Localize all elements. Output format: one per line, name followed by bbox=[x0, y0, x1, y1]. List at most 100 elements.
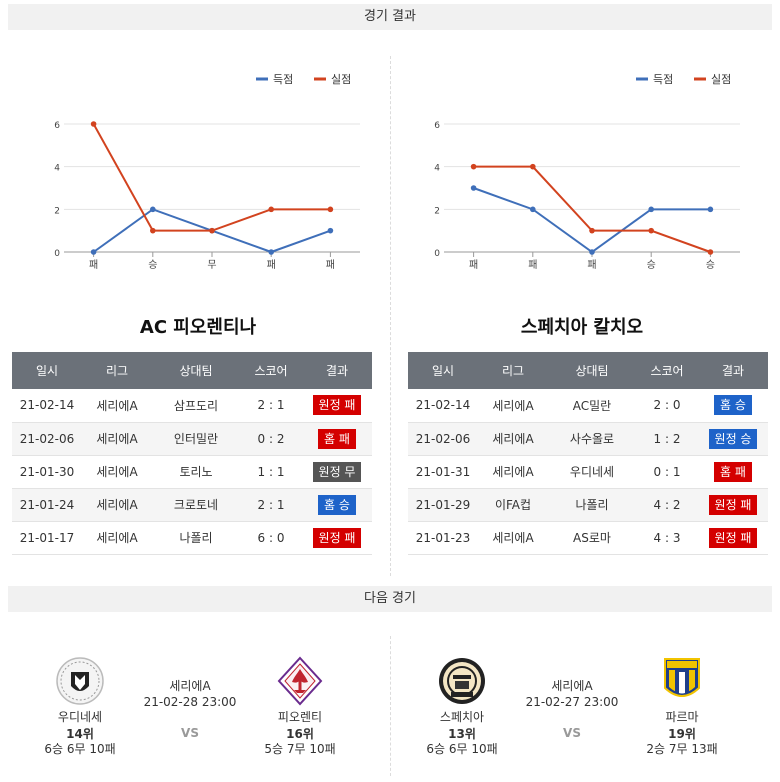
data-point bbox=[268, 249, 274, 255]
table-row: 21-02-06 세리에A 사수올로 1 : 2 원정 승 bbox=[408, 422, 768, 456]
col-score: 스코어 bbox=[240, 352, 302, 389]
result-opponent: 크로토네 bbox=[152, 488, 240, 522]
data-point bbox=[530, 163, 536, 170]
x-tick-label: 승 bbox=[647, 259, 656, 271]
data-point bbox=[648, 227, 654, 234]
data-point bbox=[589, 249, 595, 255]
result-league: 세리에A bbox=[82, 422, 152, 456]
result-score: 2 : 0 bbox=[636, 389, 698, 423]
match-league: 세리에A bbox=[169, 679, 211, 693]
result-opponent: 우디네세 bbox=[548, 455, 636, 489]
x-tick-label: 패 bbox=[469, 259, 478, 271]
data-point bbox=[150, 227, 156, 234]
y-tick-label: 2 bbox=[54, 206, 60, 216]
away-team[interactable]: 파르마 19위 2승 7무 13패 bbox=[622, 650, 742, 757]
table-row: 21-02-14 세리에A AC밀란 2 : 0 홈 승 bbox=[408, 389, 768, 423]
next-match-section-title: 다음 경기 bbox=[8, 586, 772, 612]
home-team-name: 스페치아 bbox=[439, 710, 485, 724]
data-point bbox=[150, 206, 156, 213]
result-score: 4 : 3 bbox=[636, 521, 698, 555]
result-league: 세리에A bbox=[82, 521, 152, 555]
away-team-rank: 19위 bbox=[668, 727, 696, 741]
y-tick-label: 2 bbox=[434, 206, 440, 216]
result-cell: 원정 승 bbox=[698, 422, 768, 456]
data-point bbox=[90, 121, 97, 127]
result-date: 21-01-31 bbox=[408, 455, 478, 489]
match-league: 세리에A bbox=[551, 679, 593, 693]
match-info: 세리에A 21-02-27 23:00 VS bbox=[512, 678, 632, 740]
result-score: 6 : 0 bbox=[240, 521, 302, 555]
table-row: 21-02-14 세리에A 삼프도리 2 : 1 원정 패 bbox=[12, 389, 372, 423]
vs-label: VS bbox=[181, 726, 199, 740]
results-section-title: 경기 결과 bbox=[8, 4, 772, 30]
data-point bbox=[470, 163, 477, 170]
result-badge: 원정 승 bbox=[708, 428, 758, 449]
table-row: 21-01-29 이FA컵 나폴리 4 : 2 원정 패 bbox=[408, 488, 768, 522]
result-badge: 원정 패 bbox=[312, 527, 362, 548]
result-league: 세리에A bbox=[478, 455, 548, 489]
result-cell: 홈 패 bbox=[698, 455, 768, 489]
col-result: 결과 bbox=[698, 352, 768, 389]
fiorentina-logo-icon bbox=[277, 656, 323, 706]
result-league: 세리에A bbox=[478, 389, 548, 423]
y-tick-label: 4 bbox=[54, 164, 60, 174]
result-badge: 원정 무 bbox=[312, 461, 362, 482]
data-point bbox=[589, 227, 595, 234]
home-team-record: 6승 6무 10패 bbox=[44, 742, 116, 756]
x-tick-label: 패 bbox=[267, 259, 276, 271]
result-opponent: 인터밀란 bbox=[152, 422, 240, 456]
data-point bbox=[209, 227, 215, 234]
team2-results-chart: 0 2 4 6 패 패 패 승 승 득점 실점 bbox=[434, 73, 740, 271]
result-league: 이FA컵 bbox=[478, 488, 548, 522]
result-badge: 홈 승 bbox=[318, 494, 356, 515]
legend-scored-label: 득점 bbox=[653, 73, 673, 86]
x-tick-label: 승 bbox=[706, 259, 715, 271]
home-team[interactable]: 스페치아 13위 6승 6무 10패 bbox=[402, 650, 522, 757]
next-match-2: 스페치아 13위 6승 6무 10패 세리에A 21-02-27 23:00 V… bbox=[392, 650, 772, 770]
away-team-name: 피오렌티 bbox=[277, 710, 323, 724]
result-badge: 홈 패 bbox=[714, 461, 752, 482]
vs-label: VS bbox=[563, 726, 581, 740]
table-row: 21-02-06 세리에A 인터밀란 0 : 2 홈 패 bbox=[12, 422, 372, 456]
result-opponent: 토리노 bbox=[152, 455, 240, 489]
team2-title: 스페치아 칼치오 bbox=[520, 317, 644, 338]
result-cell: 홈 승 bbox=[698, 389, 768, 423]
away-team-record: 5승 7무 10패 bbox=[264, 742, 336, 756]
result-score: 1 : 1 bbox=[240, 455, 302, 489]
legend-conceded-label: 실점 bbox=[331, 73, 351, 86]
result-date: 21-02-06 bbox=[408, 422, 478, 456]
col-league: 리그 bbox=[82, 352, 152, 389]
match-datetime: 21-02-28 23:00 bbox=[143, 695, 237, 709]
home-team-name: 우디네세 bbox=[57, 710, 103, 724]
away-team[interactable]: 피오렌티 16위 5승 7무 10패 bbox=[240, 650, 360, 757]
home-team-rank: 13위 bbox=[448, 727, 476, 741]
result-cell: 원정 패 bbox=[698, 521, 768, 555]
data-point bbox=[268, 206, 274, 213]
col-score: 스코어 bbox=[636, 352, 698, 389]
away-team-record: 2승 7무 13패 bbox=[646, 742, 718, 756]
home-team[interactable]: 우디네세 14위 6승 6무 10패 bbox=[20, 650, 140, 757]
result-date: 21-02-06 bbox=[12, 422, 82, 456]
data-point bbox=[90, 249, 97, 255]
result-opponent: AC밀란 bbox=[548, 389, 636, 423]
result-cell: 홈 패 bbox=[302, 422, 372, 456]
x-tick-label: 패 bbox=[326, 259, 335, 271]
y-tick-label: 4 bbox=[434, 164, 440, 174]
result-league: 세리에A bbox=[478, 422, 548, 456]
result-score: 2 : 1 bbox=[240, 488, 302, 522]
away-team-name: 파르마 bbox=[665, 710, 699, 724]
table-row: 21-01-30 세리에A 토리노 1 : 1 원정 무 bbox=[12, 455, 372, 489]
result-cell: 원정 패 bbox=[698, 488, 768, 522]
table-row: 21-01-17 세리에A 나폴리 6 : 0 원정 패 bbox=[12, 521, 372, 555]
home-team-record: 6승 6무 10패 bbox=[426, 742, 498, 756]
x-tick-label: 패 bbox=[528, 259, 537, 271]
x-tick-label: 패 bbox=[89, 259, 98, 271]
result-score: 2 : 1 bbox=[240, 389, 302, 423]
data-point bbox=[707, 249, 714, 255]
result-league: 세리에A bbox=[82, 455, 152, 489]
data-point bbox=[327, 206, 334, 213]
match-datetime: 21-02-27 23:00 bbox=[525, 695, 619, 709]
col-opponent: 상대팀 bbox=[548, 352, 636, 389]
x-tick-label: 무 bbox=[207, 260, 216, 271]
result-opponent: 삼프도리 bbox=[152, 389, 240, 423]
